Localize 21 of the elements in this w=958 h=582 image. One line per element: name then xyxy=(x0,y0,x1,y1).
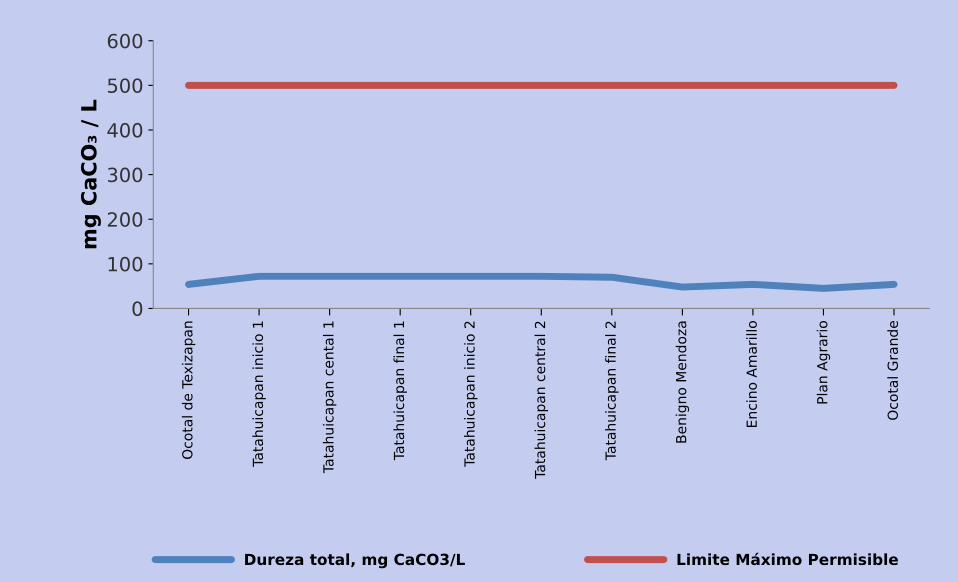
y-tick-label: 600 xyxy=(108,34,142,48)
y-tick-label: 200 xyxy=(108,212,142,227)
x-tick-label: Tatahuicapan final 2 xyxy=(605,322,619,460)
y-tick-label: 100 xyxy=(108,256,142,272)
x-tick-label: Encino Amarillo xyxy=(746,321,757,428)
x-tick-label: Tatahuicapan inicio 2 xyxy=(464,322,478,467)
y-tick-label: 300 xyxy=(108,168,142,182)
y-tick-label: 500 xyxy=(108,78,142,94)
x-tick-label: Tatahuicapan central 2 xyxy=(534,322,548,479)
x-tick-label: Tatahuicapan cental 1 xyxy=(322,322,336,474)
legend-label: Dureza total, mg CaCO3/L xyxy=(245,553,465,568)
y-tick-label: 0 xyxy=(132,301,142,316)
x-tick-label: Plan Agrario xyxy=(816,321,830,404)
x-tick-label: Tatahuicapan inicio 1 xyxy=(252,322,266,467)
x-tick-label: Ocotal de Texizapan xyxy=(182,321,196,459)
x-tick-label: Tatahuicapan final 1 xyxy=(393,322,407,460)
legend-label: Limite Máximo Permisible xyxy=(678,552,898,566)
y-axis-title: mg CaCO₃ / L xyxy=(80,100,101,248)
x-tick-label: Ocotal Grande xyxy=(887,321,898,420)
y-tick-label: 400 xyxy=(107,122,142,138)
x-tick-label: Benigno Mendoza xyxy=(676,322,690,443)
